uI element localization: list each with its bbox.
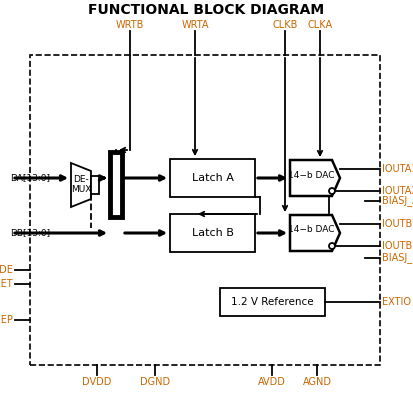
- Polygon shape: [290, 160, 340, 196]
- Polygon shape: [71, 163, 91, 207]
- Text: AVDD: AVDD: [258, 377, 286, 387]
- Bar: [170, 214, 255, 252]
- Circle shape: [329, 188, 335, 194]
- Text: IOUTA2: IOUTA2: [382, 186, 413, 196]
- Text: DVDD: DVDD: [82, 377, 112, 387]
- Text: CLKB: CLKB: [272, 20, 298, 30]
- Bar: [170, 159, 255, 197]
- Text: DB[13:0]: DB[13:0]: [10, 228, 50, 238]
- Text: IOUTA1: IOUTA1: [382, 164, 413, 174]
- Text: IOUTB2: IOUTB2: [382, 241, 413, 251]
- Text: WRTA: WRTA: [181, 20, 209, 30]
- Text: DE-: DE-: [73, 174, 89, 184]
- Text: CLKA: CLKA: [307, 20, 332, 30]
- Text: EXTIO: EXTIO: [382, 297, 411, 307]
- Circle shape: [329, 243, 335, 249]
- Text: 14−b DAC: 14−b DAC: [288, 170, 334, 180]
- Text: IOUTB1: IOUTB1: [382, 219, 413, 229]
- Text: BIASJ_A: BIASJ_A: [382, 196, 413, 206]
- Text: Latch A: Latch A: [192, 173, 233, 183]
- Text: DGND: DGND: [140, 377, 170, 387]
- Text: DA[13:0]: DA[13:0]: [10, 174, 50, 182]
- Text: SLEEP: SLEEP: [0, 315, 13, 325]
- Text: 14−b DAC: 14−b DAC: [288, 226, 334, 234]
- Polygon shape: [290, 215, 340, 251]
- Polygon shape: [91, 176, 99, 194]
- Text: WRTB: WRTB: [116, 20, 144, 30]
- Bar: [220, 288, 325, 316]
- Text: Latch B: Latch B: [192, 228, 233, 238]
- Text: MODE: MODE: [0, 265, 13, 275]
- Bar: [30, 55, 380, 365]
- Text: AGND: AGND: [302, 377, 332, 387]
- Text: BIASJ_B: BIASJ_B: [382, 252, 413, 264]
- Text: GSET: GSET: [0, 279, 13, 289]
- Text: MUX: MUX: [71, 184, 91, 194]
- Text: FUNCTIONAL BLOCK DIAGRAM: FUNCTIONAL BLOCK DIAGRAM: [88, 3, 324, 17]
- Text: 1.2 V Reference: 1.2 V Reference: [231, 297, 314, 307]
- Bar: [110, 152, 122, 217]
